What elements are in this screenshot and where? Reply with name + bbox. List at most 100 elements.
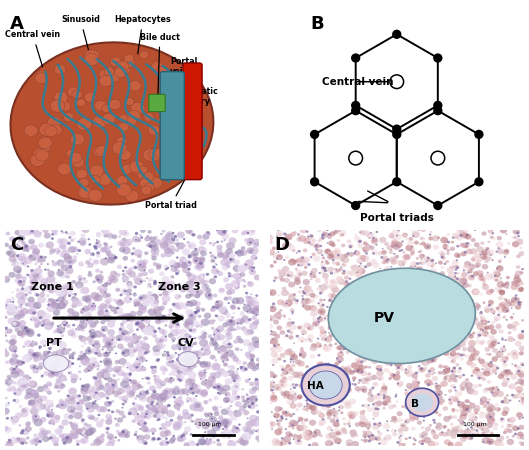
Circle shape [376, 368, 379, 370]
Circle shape [59, 433, 64, 438]
Circle shape [278, 429, 282, 433]
Circle shape [457, 230, 462, 234]
Circle shape [61, 231, 65, 234]
Circle shape [252, 306, 259, 312]
Circle shape [7, 318, 16, 324]
Circle shape [291, 427, 295, 430]
Circle shape [77, 402, 80, 405]
Circle shape [25, 421, 31, 426]
Circle shape [376, 365, 382, 371]
Circle shape [84, 92, 96, 102]
Circle shape [253, 429, 255, 431]
Circle shape [169, 361, 171, 363]
Circle shape [271, 411, 273, 413]
Circle shape [330, 281, 338, 288]
Circle shape [200, 361, 208, 367]
Circle shape [252, 242, 259, 248]
Circle shape [171, 337, 176, 341]
Circle shape [225, 333, 229, 337]
Circle shape [364, 440, 367, 442]
Circle shape [65, 274, 70, 279]
Circle shape [388, 405, 394, 410]
Circle shape [411, 392, 416, 396]
Circle shape [395, 309, 398, 312]
Circle shape [329, 284, 335, 289]
Circle shape [28, 250, 29, 252]
Circle shape [13, 399, 16, 402]
Circle shape [162, 409, 168, 414]
Circle shape [469, 403, 476, 409]
Circle shape [500, 425, 504, 428]
Circle shape [200, 251, 207, 256]
Circle shape [428, 289, 434, 294]
Circle shape [482, 428, 490, 434]
Circle shape [171, 364, 178, 369]
Circle shape [506, 234, 507, 235]
Circle shape [254, 364, 261, 369]
Circle shape [35, 254, 41, 259]
Circle shape [49, 252, 52, 255]
Circle shape [252, 309, 260, 316]
Circle shape [179, 328, 187, 335]
Circle shape [238, 437, 247, 445]
Circle shape [195, 403, 200, 408]
Circle shape [218, 228, 227, 236]
Circle shape [352, 315, 354, 317]
Circle shape [332, 301, 335, 303]
Circle shape [212, 363, 221, 370]
Circle shape [228, 321, 233, 325]
Circle shape [224, 329, 230, 333]
Circle shape [370, 259, 377, 264]
Circle shape [12, 353, 17, 358]
Circle shape [184, 334, 193, 342]
Circle shape [312, 320, 320, 327]
Circle shape [481, 377, 486, 382]
Circle shape [360, 360, 363, 363]
Circle shape [290, 308, 295, 312]
Circle shape [208, 416, 217, 423]
Circle shape [426, 261, 434, 267]
Circle shape [500, 304, 507, 310]
Circle shape [273, 261, 277, 263]
Circle shape [376, 285, 381, 290]
Circle shape [297, 395, 302, 400]
Circle shape [442, 337, 449, 342]
Circle shape [34, 342, 38, 346]
Circle shape [248, 296, 251, 299]
Circle shape [104, 378, 107, 380]
Circle shape [464, 298, 471, 304]
Circle shape [490, 364, 498, 371]
Circle shape [223, 428, 229, 432]
Circle shape [131, 252, 134, 255]
Circle shape [191, 317, 196, 321]
Circle shape [486, 256, 491, 261]
Circle shape [454, 252, 461, 258]
Circle shape [414, 297, 421, 302]
Circle shape [338, 278, 345, 284]
Circle shape [282, 370, 288, 375]
Circle shape [368, 435, 370, 438]
Circle shape [72, 259, 77, 262]
Circle shape [459, 276, 462, 279]
Circle shape [486, 422, 493, 428]
Circle shape [116, 306, 120, 310]
Circle shape [97, 310, 105, 316]
Circle shape [407, 270, 412, 274]
Circle shape [403, 426, 409, 432]
Circle shape [46, 294, 49, 297]
Circle shape [126, 110, 141, 122]
Circle shape [346, 365, 352, 369]
Circle shape [419, 267, 422, 270]
Circle shape [193, 364, 197, 368]
Circle shape [240, 299, 244, 303]
Circle shape [177, 416, 183, 421]
Circle shape [171, 251, 175, 254]
Circle shape [369, 341, 372, 343]
Circle shape [443, 239, 449, 244]
Circle shape [516, 434, 523, 440]
Circle shape [334, 310, 336, 312]
Circle shape [278, 381, 283, 385]
Circle shape [422, 254, 425, 257]
Circle shape [258, 363, 260, 365]
Circle shape [517, 432, 523, 436]
